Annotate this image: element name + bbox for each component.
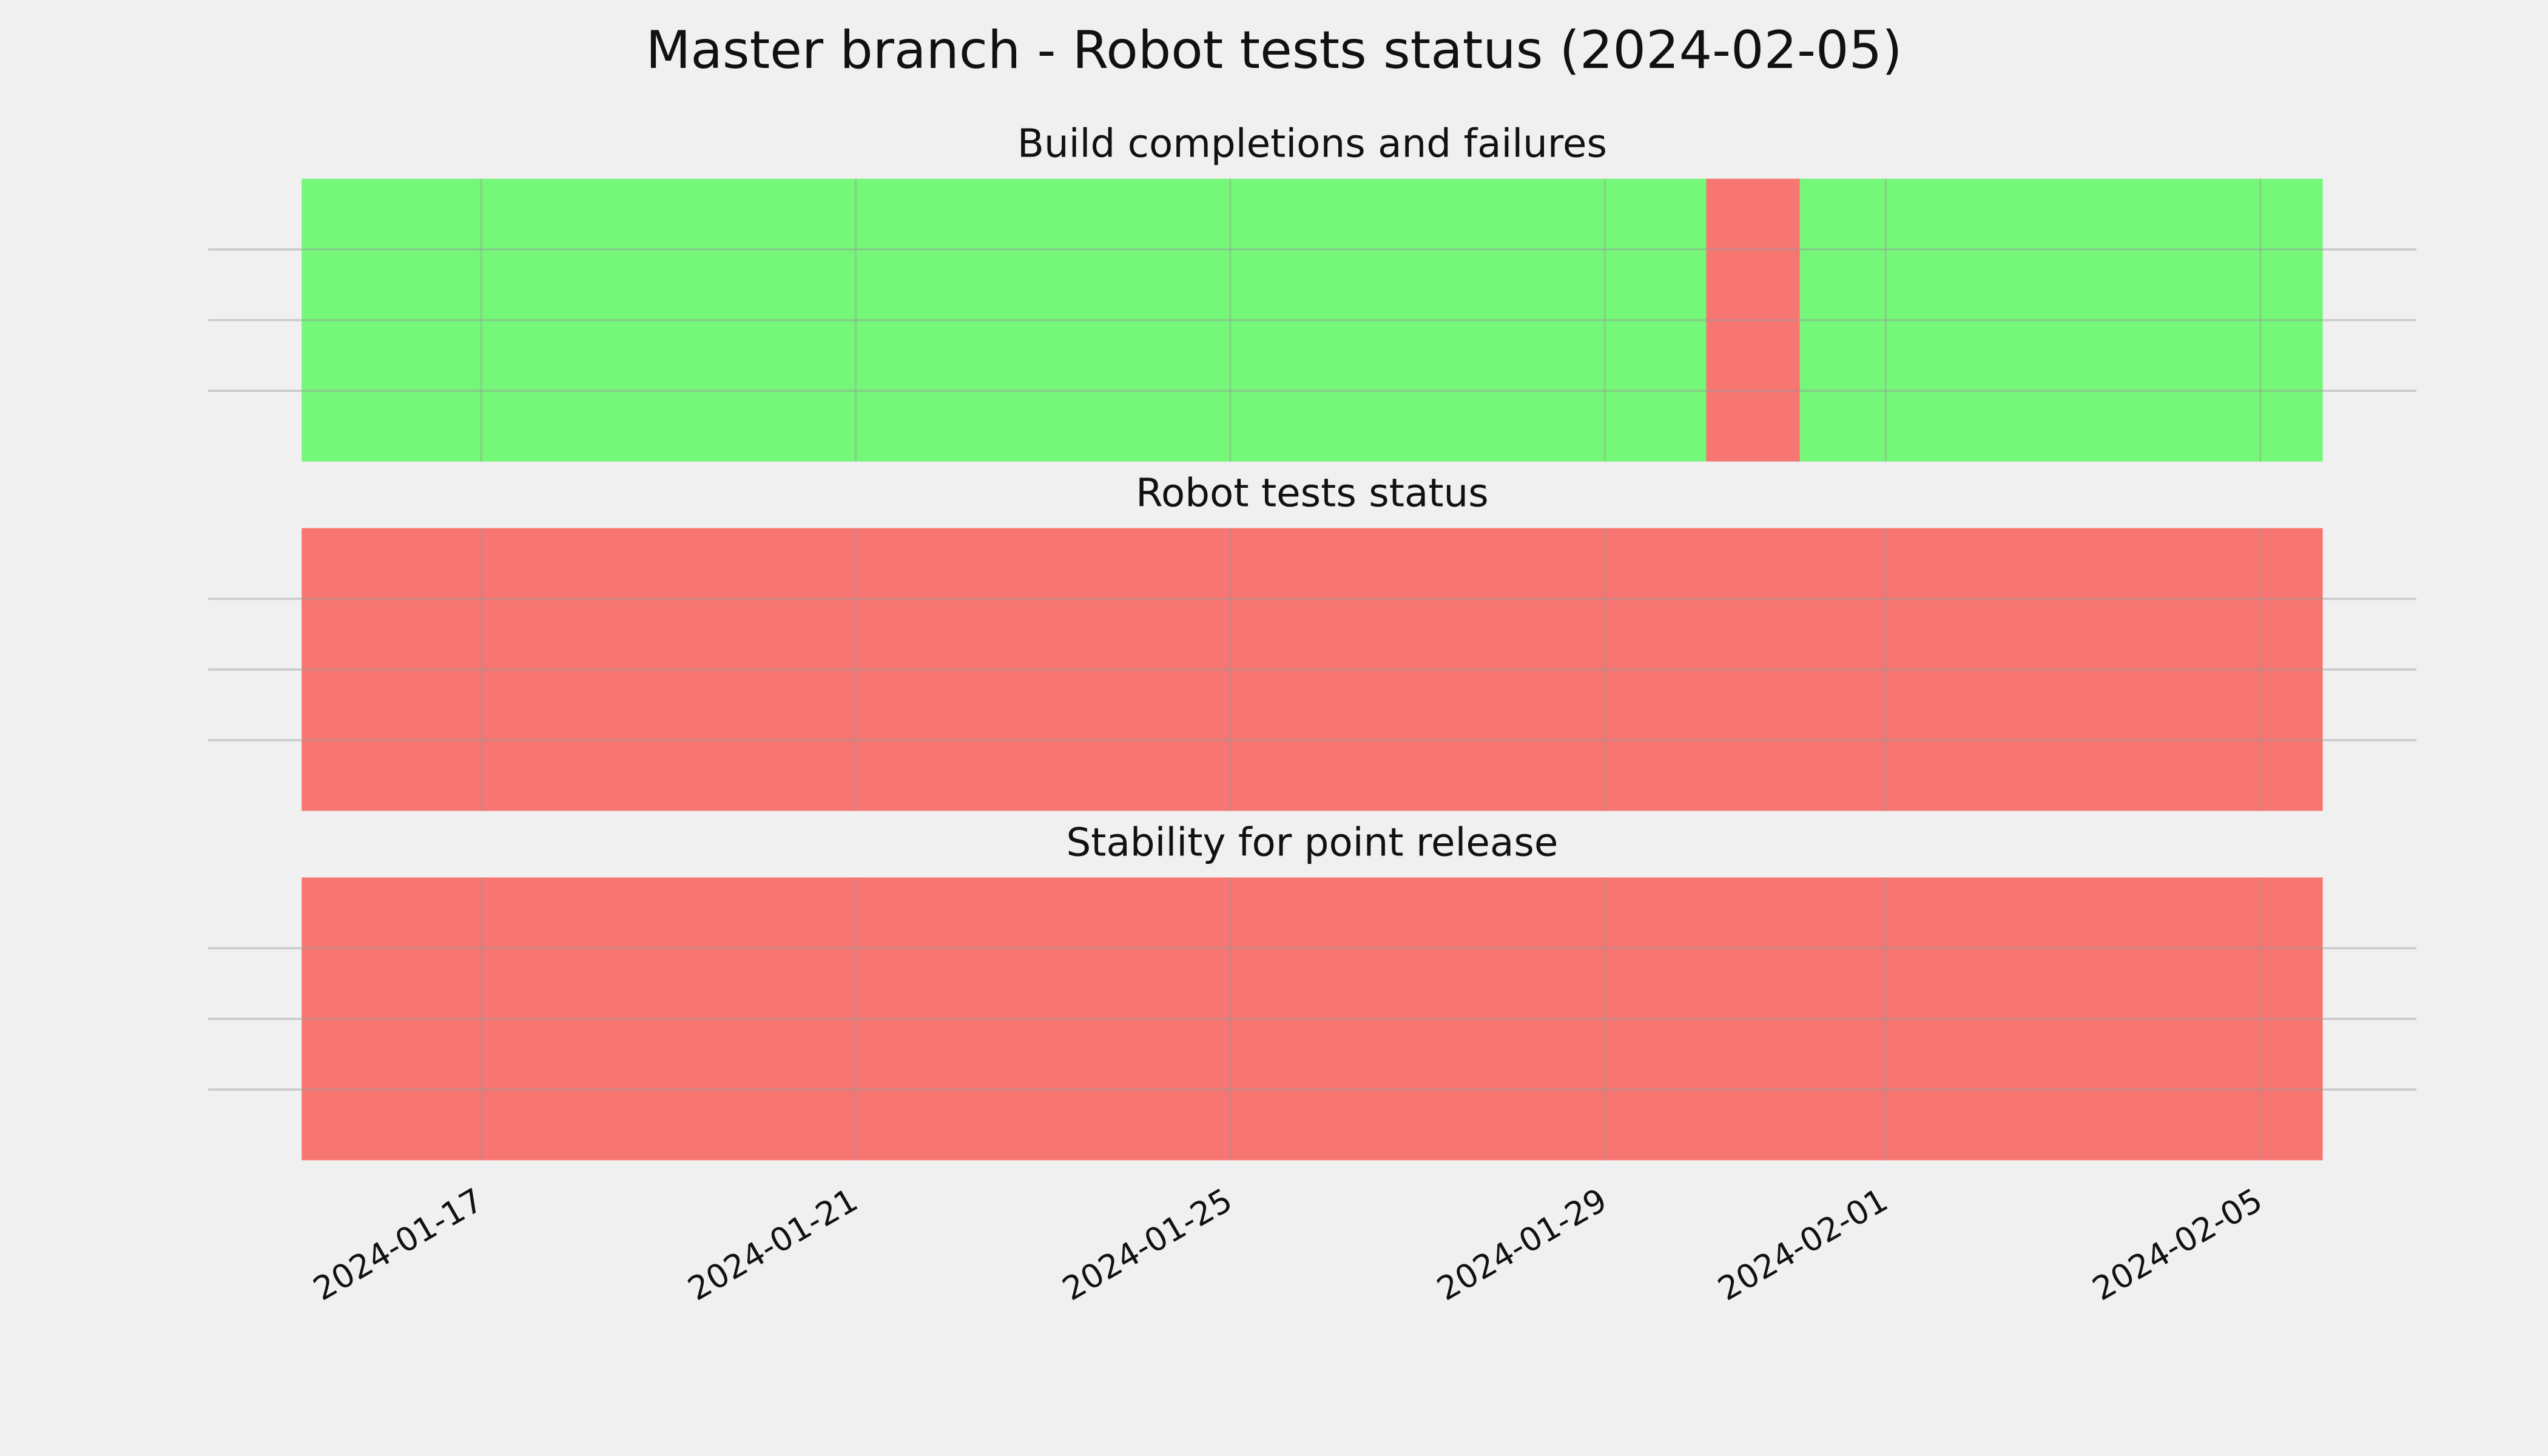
- status-span: [1706, 178, 1800, 462]
- status-span: [302, 178, 1707, 462]
- subplot-title: Robot tests status: [1136, 471, 1489, 516]
- chart-title: Master branch - Robot tests status (2024…: [645, 20, 1902, 81]
- subplot-title: Build completions and failures: [1017, 121, 1607, 167]
- status-span: [302, 877, 2323, 1161]
- status-span: [302, 528, 2323, 811]
- status-span: [1799, 178, 2323, 462]
- subplot-title: Stability for point release: [1067, 820, 1559, 865]
